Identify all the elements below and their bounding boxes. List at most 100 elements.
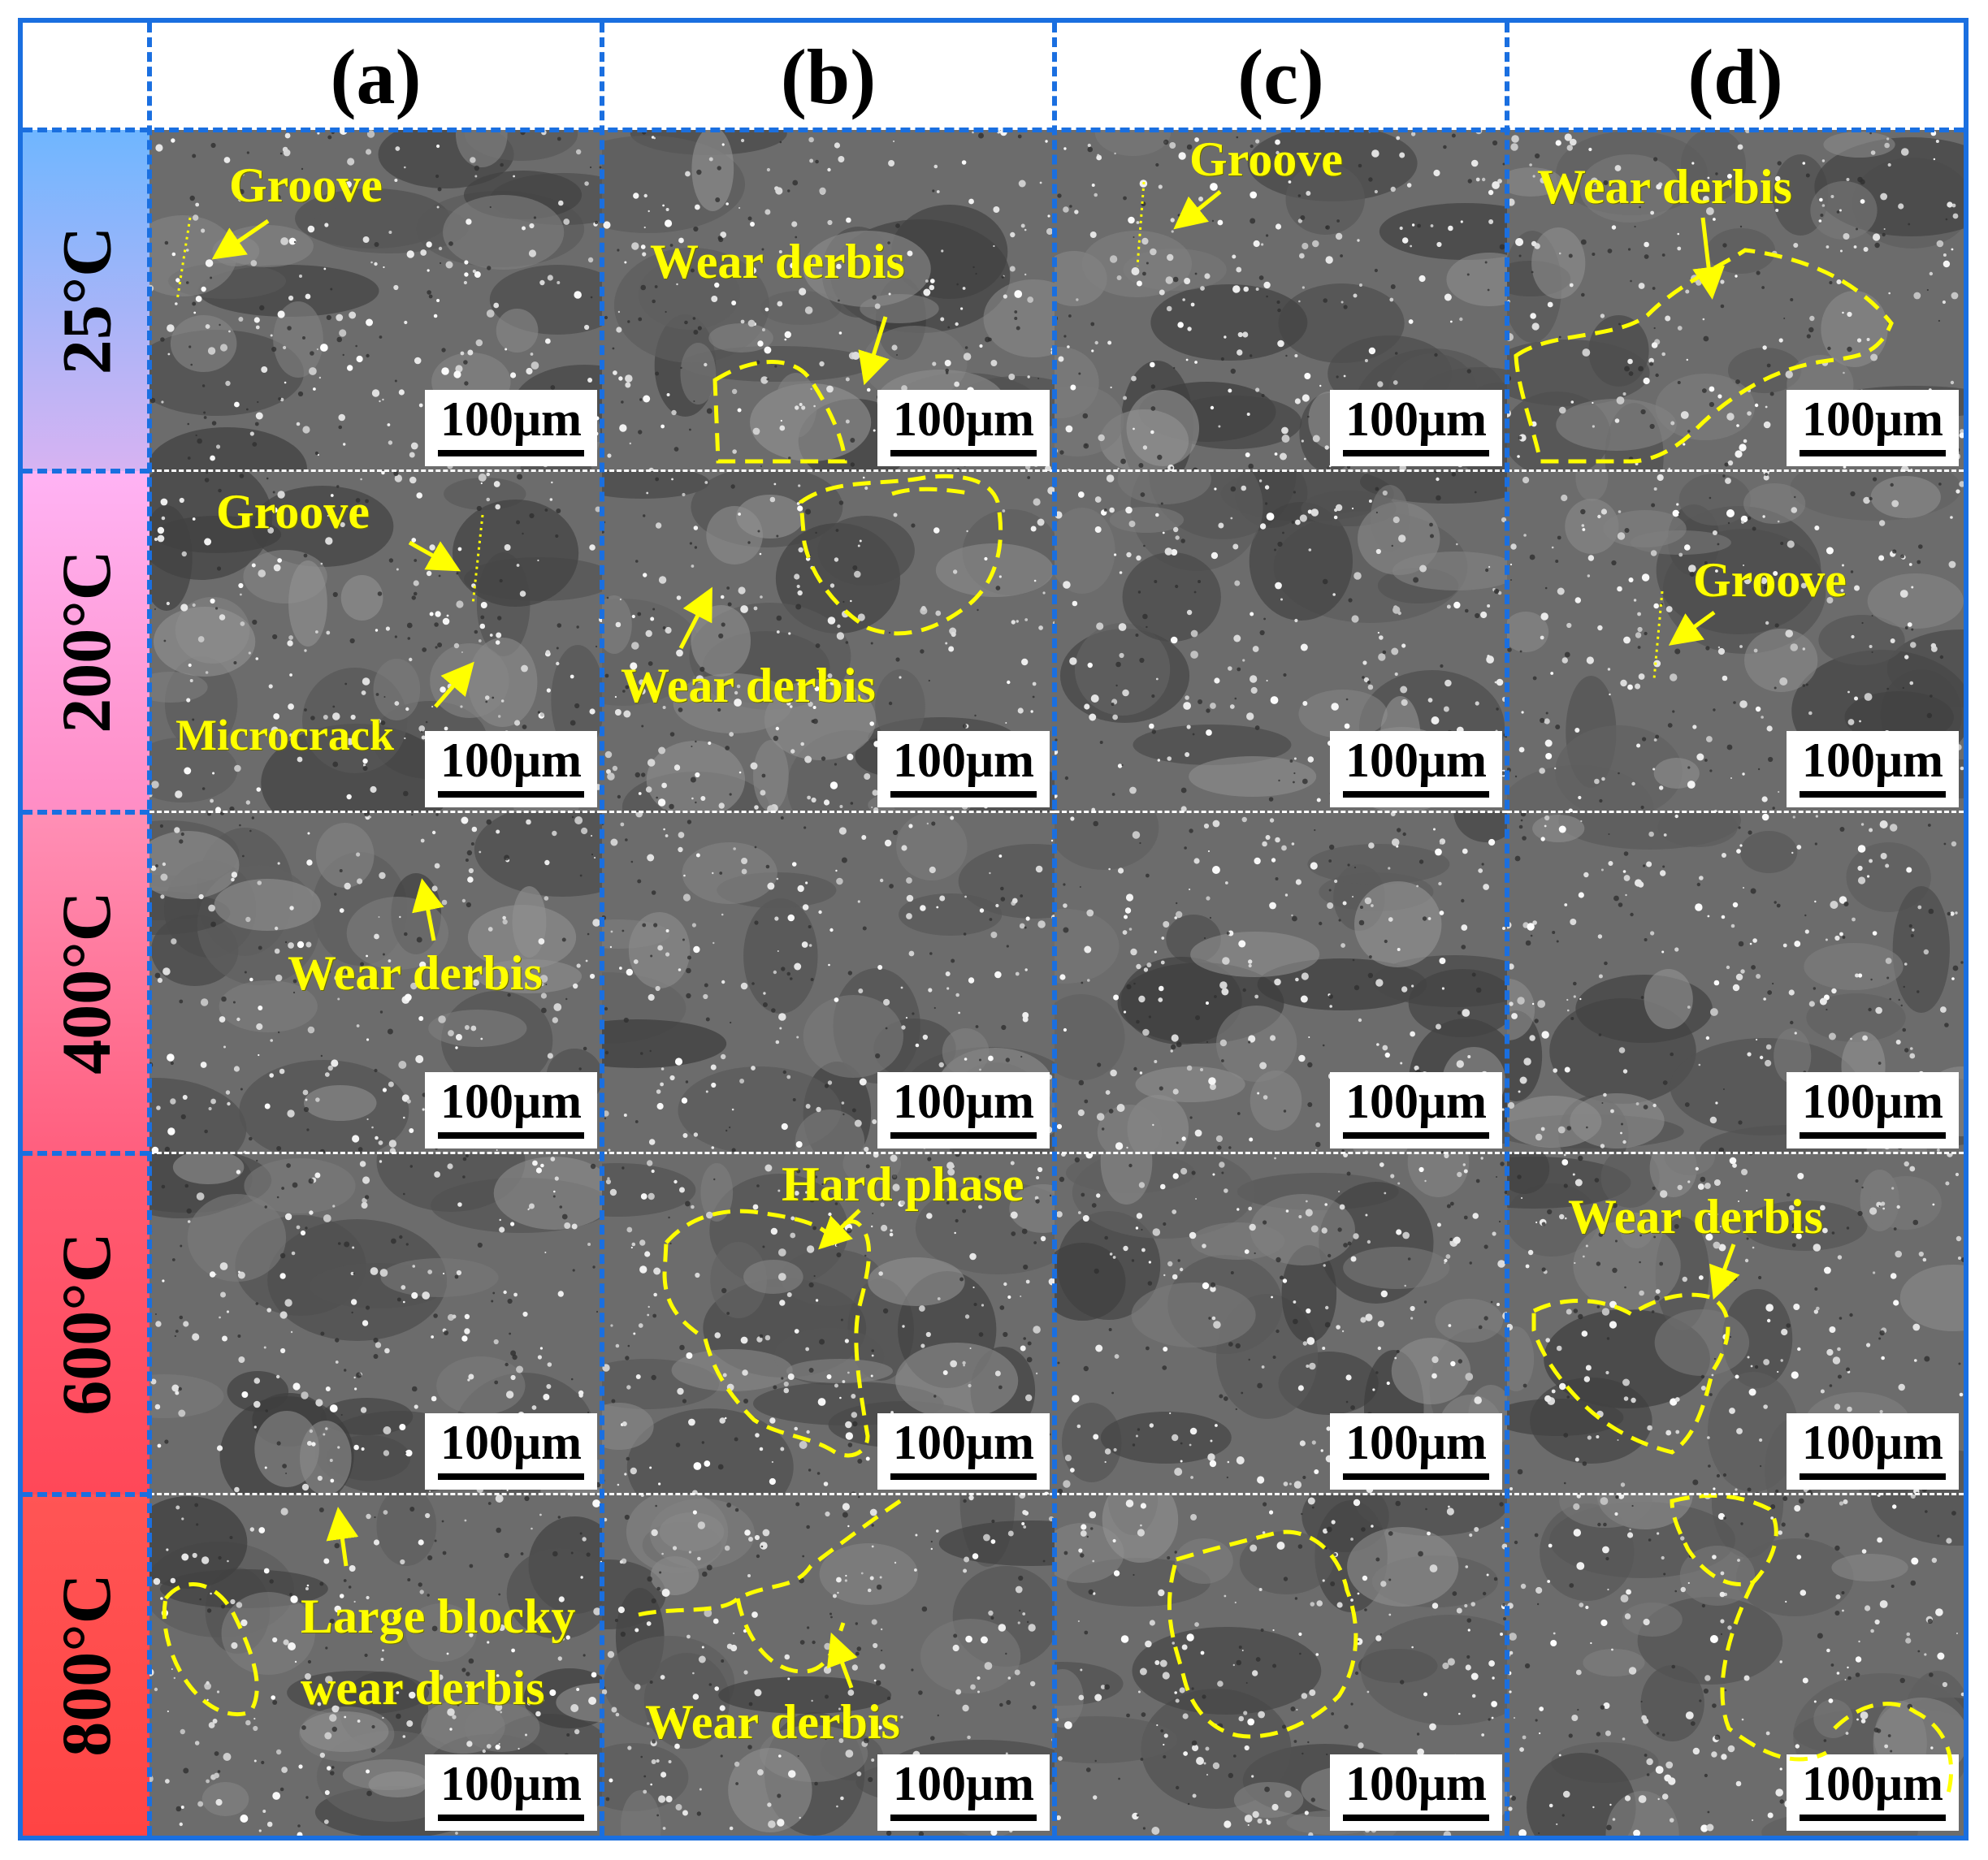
scale-bar-line bbox=[1800, 1132, 1946, 1139]
grid-line-col bbox=[1052, 23, 1057, 1836]
scale-bar-label: 100μm bbox=[440, 733, 582, 787]
scale-bar-line bbox=[438, 1815, 584, 1821]
scale-bar-line bbox=[438, 1132, 584, 1139]
grid-line-row bbox=[602, 1493, 1055, 1496]
sem-image-25c-c: 100μm bbox=[1055, 130, 1507, 471]
scale-bar: 100μm bbox=[1330, 1072, 1502, 1148]
column-header-d: (d) bbox=[1687, 32, 1783, 120]
scale-bar-line bbox=[1800, 1473, 1946, 1480]
annotation-groove: Groove bbox=[229, 158, 383, 212]
annotation-large-blocky: Large blocky bbox=[301, 1590, 576, 1643]
scale-bar-line bbox=[890, 1473, 1037, 1480]
column-header-a: (a) bbox=[330, 32, 422, 120]
grid-line-row bbox=[1055, 1493, 1507, 1496]
scale-bar-label: 100μm bbox=[440, 1757, 582, 1810]
scale-bar-line bbox=[1343, 1473, 1489, 1480]
row-header-25c: 25°C bbox=[23, 130, 149, 471]
sem-image-400c-d: 100μm bbox=[1507, 812, 1964, 1153]
scale-bar-label: 100μm bbox=[1802, 1075, 1943, 1128]
grid-line-header bbox=[23, 128, 1964, 132]
scale-bar: 100μm bbox=[425, 1413, 597, 1490]
grid-line-row bbox=[149, 1493, 602, 1496]
scale-bar-label: 100μm bbox=[1345, 1416, 1487, 1469]
grid-line-col bbox=[147, 23, 152, 1836]
row-label: 25°C bbox=[47, 226, 125, 375]
scale-bar-label: 100μm bbox=[1345, 1075, 1487, 1128]
grid-line-row bbox=[149, 1152, 602, 1155]
scale-bar-label: 100μm bbox=[1802, 1416, 1943, 1469]
scale-bar-line bbox=[1800, 1815, 1946, 1821]
annotation-hard-phase: Hard phase bbox=[782, 1157, 1024, 1211]
grid-line-col bbox=[600, 23, 604, 1836]
sem-image-400c-c: 100μm bbox=[1055, 812, 1507, 1153]
row-header-600c: 600°C bbox=[23, 1153, 149, 1494]
annotation-wear-debris-line2: wear derbis bbox=[301, 1661, 545, 1715]
scale-bar: 100μm bbox=[877, 1072, 1050, 1148]
grid-line-row bbox=[602, 811, 1055, 814]
annotation-wear-debris: Wear derbis bbox=[1537, 160, 1792, 214]
row-header-800c: 800°C bbox=[23, 1494, 149, 1836]
sem-image-800c-b: 100μm bbox=[602, 1494, 1055, 1836]
scale-bar-line bbox=[890, 1815, 1037, 1821]
scale-bar-label: 100μm bbox=[1345, 392, 1487, 446]
scale-bar-label: 100μm bbox=[1345, 1757, 1487, 1810]
scale-bar: 100μm bbox=[425, 390, 597, 466]
scale-bar-line bbox=[438, 450, 584, 456]
sem-image-200c-d: 100μm bbox=[1507, 471, 1964, 812]
grid-line-row bbox=[1507, 1493, 1964, 1496]
scale-bar-line bbox=[1343, 1132, 1489, 1139]
annotation-wear-debris: Wear derbis bbox=[288, 946, 543, 1000]
sem-image-400c-a: 100μm bbox=[149, 812, 602, 1153]
sem-image-25c-b: 100μm bbox=[602, 130, 1055, 471]
scale-bar: 100μm bbox=[1787, 1072, 1959, 1148]
sem-image-200c-b: 100μm bbox=[602, 471, 1055, 812]
sem-image-400c-b: 100μm bbox=[602, 812, 1055, 1153]
grid-line-row bbox=[1507, 469, 1964, 473]
scale-bar-line bbox=[1800, 791, 1946, 798]
scale-bar-line bbox=[438, 1473, 584, 1480]
scale-bar-label: 100μm bbox=[440, 1416, 582, 1469]
row-label: 200°C bbox=[47, 550, 125, 733]
scale-bar: 100μm bbox=[1787, 1413, 1959, 1490]
scale-bar: 100μm bbox=[877, 731, 1050, 807]
sem-figure-grid: (a) (b) (c) (d) 25°C 200°C 400°C 600°C 8… bbox=[18, 18, 1969, 1841]
annotation-wear-debris: Wear derbis bbox=[621, 659, 876, 712]
sem-image-200c-c: 100μm bbox=[1055, 471, 1507, 812]
scale-bar: 100μm bbox=[877, 1754, 1050, 1831]
sem-image-800c-c: 100μm bbox=[1055, 1494, 1507, 1836]
grid-line-row-left bbox=[23, 810, 149, 815]
scale-bar: 100μm bbox=[1787, 731, 1959, 807]
scale-bar-label: 100μm bbox=[440, 392, 582, 446]
row-header-200c: 200°C bbox=[23, 471, 149, 812]
annotation-microcrack: Microcrack bbox=[175, 711, 394, 759]
scale-bar: 100μm bbox=[877, 1413, 1050, 1490]
annotation-groove: Groove bbox=[216, 485, 370, 539]
row-header-400c: 400°C bbox=[23, 812, 149, 1153]
scale-bar-label: 100μm bbox=[1802, 1757, 1943, 1810]
scale-bar-line bbox=[890, 1132, 1037, 1139]
micrograph-texture bbox=[149, 812, 602, 1153]
column-header-c: (c) bbox=[1237, 32, 1324, 120]
annotation-groove: Groove bbox=[1189, 132, 1343, 186]
sem-image-800c-d: 100μm bbox=[1507, 1494, 1964, 1836]
scale-bar: 100μm bbox=[1787, 390, 1959, 466]
grid-line-row bbox=[1055, 1152, 1507, 1155]
scale-bar-line bbox=[1343, 791, 1489, 798]
scale-bar-line bbox=[438, 791, 584, 798]
scale-bar-label: 100μm bbox=[1802, 733, 1943, 787]
grid-line-row bbox=[149, 469, 602, 473]
scale-bar: 100μm bbox=[877, 390, 1050, 466]
scale-bar: 100μm bbox=[1330, 1413, 1502, 1490]
grid-line-col bbox=[1505, 23, 1509, 1836]
sem-image-600c-a: 100μm bbox=[149, 1153, 602, 1494]
scale-bar-label: 100μm bbox=[1802, 392, 1943, 446]
sem-image-200c-a: 100μm bbox=[149, 471, 602, 812]
scale-bar-label: 100μm bbox=[1345, 733, 1487, 787]
scale-bar-line bbox=[890, 450, 1037, 456]
grid-line-row bbox=[1507, 811, 1964, 814]
scale-bar: 100μm bbox=[1330, 390, 1502, 466]
scale-bar-label: 100μm bbox=[893, 1416, 1034, 1469]
grid-line-row bbox=[1055, 811, 1507, 814]
sem-image-25c-a: 100μm bbox=[149, 130, 602, 471]
annotation-wear-debris: Wear derbis bbox=[645, 1695, 900, 1749]
